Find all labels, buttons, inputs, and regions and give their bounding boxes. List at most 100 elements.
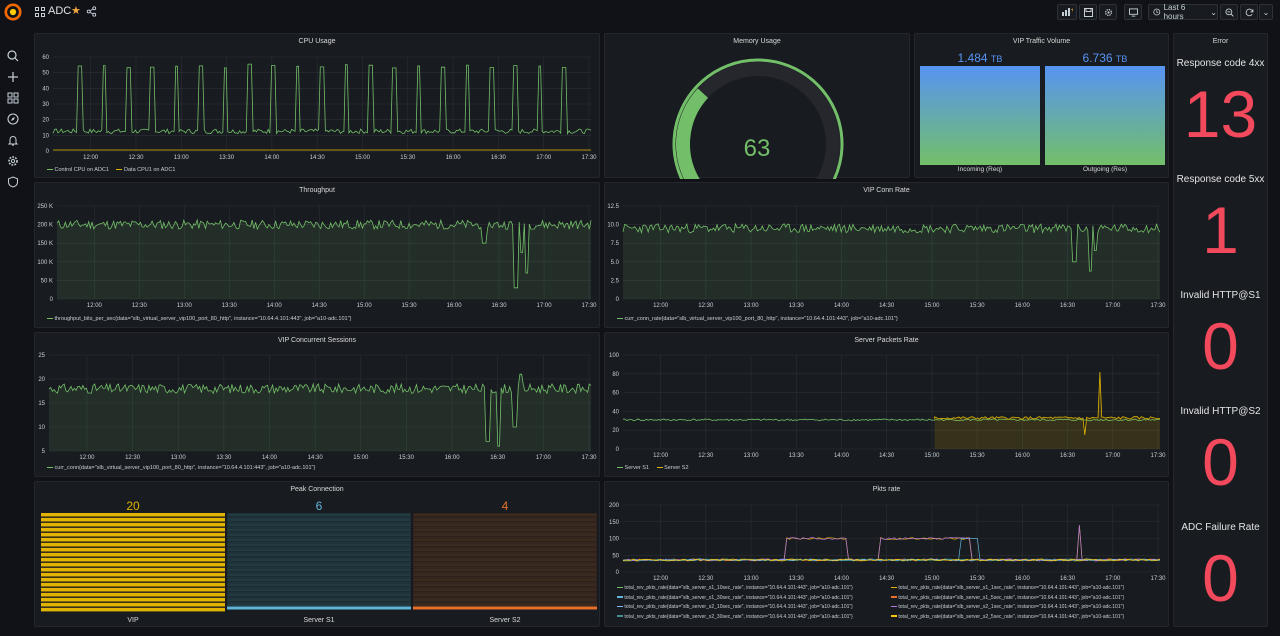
series-line (622, 538, 1161, 562)
grafana-logo-icon[interactable] (4, 3, 22, 21)
share-icon[interactable] (86, 6, 97, 17)
y-tick-label: 0 (616, 447, 620, 453)
x-tick-label: 16:00 (1015, 303, 1031, 309)
stat-title: Invalid HTTP@S1 (1180, 290, 1261, 301)
tv-mode-button[interactable] (1124, 4, 1142, 20)
search-icon[interactable] (7, 50, 19, 62)
legend-item[interactable]: throughput_bits_per_sec{data="slb_virtua… (54, 316, 352, 322)
legend-item[interactable]: total_rev_pkts_rate{data="slb_server_s1_… (617, 595, 853, 601)
legend-item[interactable]: Data CPU1 on ADC1 (116, 167, 175, 173)
x-tick-label: 13:00 (744, 576, 760, 582)
vip-conn-rate-panel: VIP Conn Rate 12.5 10.0 7.5 5.0 2.5 0 12:00 12:… (604, 182, 1169, 328)
y-tick-label: 5.0 (611, 260, 620, 266)
x-tick-label: 16:00 (445, 455, 461, 461)
stat-title: Response code 4xx (1176, 58, 1265, 69)
incoming-label: Incoming (Req) (957, 166, 1003, 173)
save-dashboard-button[interactable] (1079, 4, 1097, 20)
bar-segment (226, 522, 412, 527)
zoom-out-button[interactable] (1220, 4, 1238, 20)
bar-segment (41, 518, 225, 522)
memory-usage-panel: Memory Usage 63 (604, 33, 910, 179)
x-tick-label: 17:00 (536, 455, 552, 461)
time-range-picker[interactable]: Last 6 hours ⌄ (1148, 3, 1218, 21)
bar-segment (227, 606, 411, 610)
outgoing-bar (1045, 66, 1165, 165)
bar-segment (226, 527, 412, 532)
x-tick-label: 17:00 (1105, 303, 1121, 309)
time-range-label: Last 6 hours (1163, 3, 1186, 21)
grid (623, 205, 1160, 300)
legend-item[interactable]: total_rev_pkts_rate{data="slb_server_s1_… (891, 595, 1124, 601)
incoming-value: 1.484 TB (957, 51, 1003, 65)
x-tick-label: 13:30 (789, 303, 805, 309)
x-tick-label: 15:30 (400, 155, 416, 161)
x-tick-label: 17:30 (581, 455, 597, 461)
plus-icon[interactable] (7, 71, 19, 83)
refresh-interval-dropdown[interactable]: ⌄ (1259, 4, 1273, 20)
x-tick-label: 15:30 (402, 303, 418, 309)
bar-segment (226, 517, 412, 522)
bar-segment (41, 608, 225, 612)
stat-value: 0 (1202, 309, 1239, 383)
x-tick-label: 16:00 (1015, 453, 1031, 459)
settings-button[interactable] (1099, 4, 1117, 20)
chart-legend[interactable]: curr_conn{data="slb_virtual_server_vip10… (47, 465, 315, 471)
add-panel-button[interactable]: + (1057, 4, 1077, 20)
y-tick-label: 7.5 (611, 241, 620, 247)
x-tick-label: 13:00 (171, 455, 187, 461)
legend-item[interactable]: total_rev_pkts_rate{data="slb_server_s1_… (891, 585, 1124, 591)
vip-concurrent-sessions-chart: 25 20 15 10 5 12:00 12:30 13:00 13:30 14:00 14:30 1… (38, 353, 597, 461)
x-tick-label: 14:00 (834, 453, 850, 459)
legend-item[interactable]: total_rev_pkts_rate{data="slb_server_s1_… (617, 585, 853, 591)
bar-segment (412, 517, 598, 522)
y-tick-label: 50 (612, 553, 619, 559)
refresh-button[interactable] (1240, 4, 1258, 20)
y-tick-label: 150 K (37, 241, 53, 247)
server-packets-rate-chart: 100 80 60 40 20 0 12:00 12:30 13:00 13:30 14:00 14:… (609, 353, 1166, 459)
bar-segment (41, 598, 225, 602)
dashboards-icon[interactable] (7, 92, 19, 104)
legend-item[interactable]: curr_conn{data="slb_virtual_server_vip10… (54, 465, 316, 471)
gear-icon[interactable] (7, 155, 19, 167)
stat-value: 0 (1202, 425, 1239, 499)
bar-segment (226, 602, 412, 607)
chart-legend[interactable]: curr_conn_rate{data="slb_virtual_server_… (617, 316, 898, 322)
x-tick-label: 12:00 (653, 453, 669, 459)
bar-segment (41, 523, 225, 527)
stat-value: 0 (1202, 541, 1239, 615)
bar-segment (41, 583, 225, 587)
dashboard-title[interactable]: ADC (48, 5, 72, 17)
x-tick-label: 13:30 (789, 576, 805, 582)
x-tick-label: 15:00 (924, 303, 940, 309)
panel-title: Server Packets Rate (854, 337, 919, 344)
legend-item[interactable]: Server S1 (617, 465, 649, 471)
legend-item[interactable]: Server S2 (656, 465, 689, 471)
shield-icon[interactable] (7, 176, 19, 188)
x-tick-label: 12:30 (698, 453, 714, 459)
legend-item[interactable]: total_rev_pkts_rate{data="slb_server_s2_… (617, 614, 853, 620)
x-tick-label: 16:30 (491, 155, 507, 161)
legend-item[interactable]: total_rev_pkts_rate{data="slb_server_s2_… (891, 614, 1124, 620)
bar-segment (226, 587, 412, 592)
panel-title: Memory Usage (733, 38, 781, 45)
chart-legend[interactable]: throughput_bits_per_sec{data="slb_virtua… (47, 316, 351, 322)
legend-item[interactable]: total_rev_pkts_rate{data="slb_server_s2_… (617, 604, 853, 610)
bell-icon[interactable] (7, 134, 19, 146)
bar-segment (41, 568, 225, 572)
pkts-rate-panel: Pkts rate 200 150 100 50 0 12:00 12:30 13:00 13:… (604, 481, 1169, 627)
y-tick-label: 15 (38, 401, 45, 407)
y-tick-label: 2.5 (611, 278, 620, 284)
explore-compass-icon[interactable] (7, 113, 19, 125)
x-tick-label: 16:30 (1060, 453, 1076, 459)
bar-segment (412, 567, 598, 572)
legend-item[interactable]: Control CPU on ADC1 (47, 167, 109, 173)
memory-gauge (672, 58, 844, 179)
zoom-out-icon (1224, 7, 1234, 17)
star-icon[interactable]: ★ (71, 5, 81, 17)
legend-item[interactable]: curr_conn_rate{data="slb_virtual_server_… (624, 316, 898, 322)
x-tick-label: 12:30 (125, 455, 141, 461)
legend-item[interactable]: total_rev_pkts_rate{data="slb_server_s2_… (891, 604, 1124, 610)
grid (57, 205, 591, 300)
x-tick-label: 15:00 (924, 453, 940, 459)
x-tick-label: 16:30 (1060, 303, 1076, 309)
